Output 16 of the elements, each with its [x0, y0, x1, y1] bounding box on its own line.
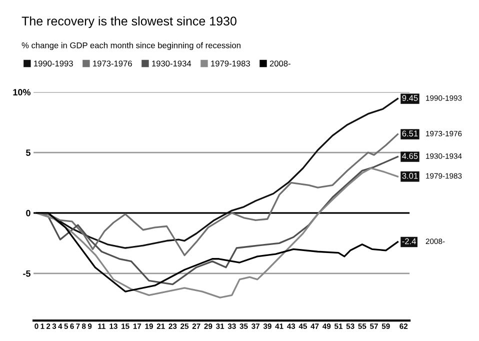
- data-label: 4.65: [402, 153, 418, 159]
- legend-label: 2008-: [270, 60, 290, 66]
- y-tick-label: 0: [26, 210, 30, 216]
- legend-label: 1930-1934: [152, 60, 192, 66]
- data-label: 9.45: [402, 95, 418, 101]
- legend-label: 1979-1983: [211, 60, 250, 66]
- data-label: -2.4: [402, 238, 416, 244]
- legend-label: 1973-1976: [93, 60, 132, 66]
- text: 1990-1993: [34, 60, 73, 66]
- y-tick-label: -5: [23, 270, 30, 277]
- chart-subtitle: % change in GDP each month since beginning of recession: [22, 42, 240, 50]
- data-label: 3.01: [402, 172, 418, 179]
- data-label: 6.51: [402, 130, 418, 136]
- chart-title: The recovery is the slowest since 1930: [22, 16, 236, 28]
- y-tick-label: 10%: [13, 89, 31, 96]
- y-tick-label: 5: [26, 150, 30, 156]
